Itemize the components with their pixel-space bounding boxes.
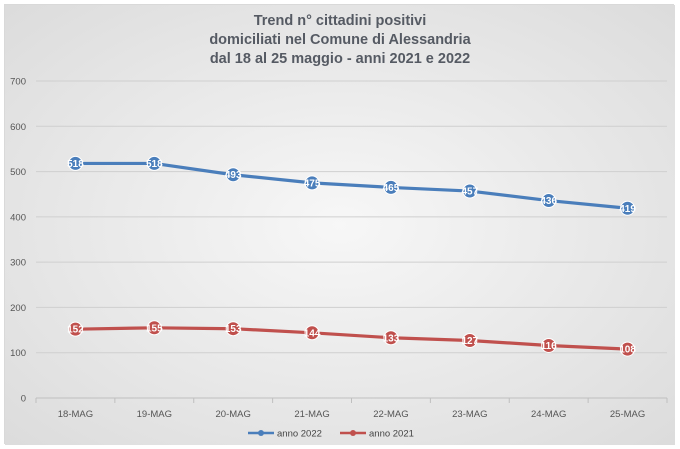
y-tick-label: 400 xyxy=(10,212,26,223)
y-tick-label: 500 xyxy=(10,167,26,178)
data-label: 518 xyxy=(146,159,163,170)
y-axis-tick-labels: 0 100 200 300 400 500 600 700 xyxy=(10,77,26,405)
chart-title: Trend n° cittadini positivi domiciliati … xyxy=(209,13,471,67)
chart-title-line-1: Trend n° cittadini positivi xyxy=(254,13,427,29)
data-label: 475 xyxy=(304,178,321,189)
x-tick-label: 19-MAG xyxy=(137,409,172,420)
data-point xyxy=(146,155,162,171)
legend-label: anno 2021 xyxy=(369,429,414,440)
data-point xyxy=(541,337,557,353)
data-point xyxy=(225,167,241,183)
series-2: 152 155 153 144 133 127 116 108 xyxy=(67,320,636,357)
y-tick-label: 100 xyxy=(10,348,26,359)
data-point xyxy=(225,321,241,337)
data-point xyxy=(462,183,478,199)
legend-swatch-marker xyxy=(350,430,356,436)
chart-title-line-2: domiciliati nel Comune di Alessandria xyxy=(209,32,471,48)
data-label: 153 xyxy=(225,324,242,335)
legend-item: anno 2021 xyxy=(340,429,414,440)
y-tick-label: 200 xyxy=(10,303,26,314)
x-tick-label: 23-MAG xyxy=(452,409,487,420)
x-tick-label: 18-MAG xyxy=(58,409,93,420)
x-axis-tick-labels: 18-MAG 19-MAG 20-MAG 21-MAG 22-MAG 23-MAG 24-M… xyxy=(35,398,668,420)
data-label: 144 xyxy=(304,328,321,339)
data-label: 493 xyxy=(225,170,242,181)
data-label: 108 xyxy=(619,345,636,356)
data-point xyxy=(383,330,399,346)
data-point xyxy=(383,179,399,195)
data-point xyxy=(304,175,320,191)
legend-item: anno 2022 xyxy=(248,429,322,440)
x-tick-label: 20-MAG xyxy=(216,409,251,420)
series-line xyxy=(73,161,630,210)
data-point xyxy=(620,200,636,216)
data-point xyxy=(146,320,162,336)
data-point xyxy=(620,341,636,357)
series-line xyxy=(73,326,630,351)
y-tick-label: 600 xyxy=(10,122,26,133)
data-label: 116 xyxy=(541,341,558,352)
chart-title-line-3: dal 18 al 25 maggio - anni 2021 e 2022 xyxy=(210,51,470,67)
series-1: 518 518 493 475 465 457 436 419 xyxy=(67,155,636,216)
data-label: 133 xyxy=(383,333,400,344)
data-label: 457 xyxy=(461,187,478,198)
data-label: 419 xyxy=(619,204,636,215)
x-tick-label: 24-MAG xyxy=(531,409,566,420)
line-chart: Trend n° cittadini positivi domiciliati … xyxy=(5,5,675,445)
data-label: 155 xyxy=(146,323,163,334)
y-tick-label: 700 xyxy=(10,77,26,88)
x-tick-label: 21-MAG xyxy=(294,409,329,420)
legend-swatch-marker xyxy=(258,430,264,436)
data-label: 152 xyxy=(67,325,84,336)
data-point xyxy=(462,332,478,348)
data-point xyxy=(541,193,557,209)
data-label: 127 xyxy=(461,336,478,347)
legend: anno 2022 anno 2021 xyxy=(248,429,414,440)
data-point xyxy=(67,155,83,171)
x-tick-label: 22-MAG xyxy=(373,409,408,420)
y-tick-label: 300 xyxy=(10,258,26,269)
data-label: 518 xyxy=(67,159,84,170)
legend-label: anno 2022 xyxy=(277,429,322,440)
y-tick-label: 0 xyxy=(21,394,26,405)
chart-area: Trend n° cittadini positivi domiciliati … xyxy=(4,4,675,445)
data-label: 465 xyxy=(383,183,400,194)
data-point xyxy=(67,321,83,337)
data-label: 436 xyxy=(540,196,557,207)
data-point xyxy=(304,325,320,341)
x-tick-label: 25-MAG xyxy=(610,409,645,420)
chart-background xyxy=(5,5,675,445)
